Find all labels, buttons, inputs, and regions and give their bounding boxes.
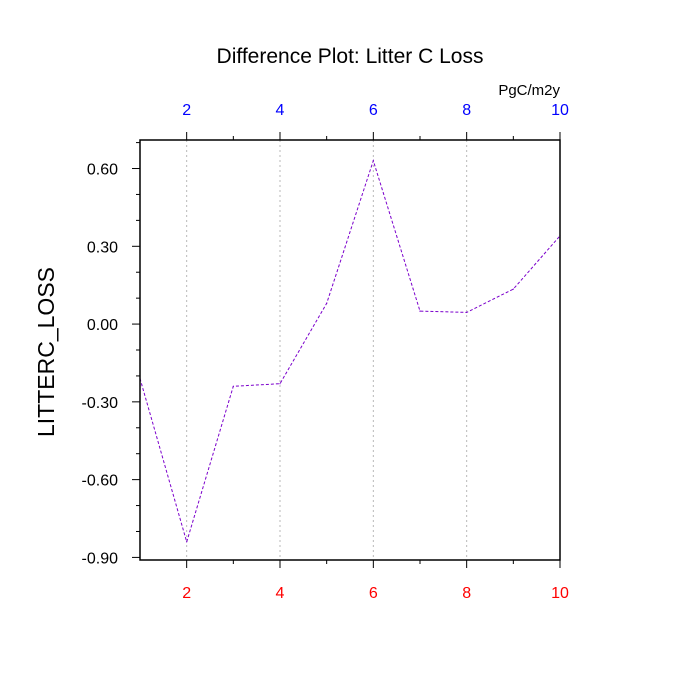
data-point [232,385,234,387]
x-tick-label-bottom: 6 [369,585,378,602]
y-tick-label: -0.90 [82,550,119,567]
series-layer [139,159,561,544]
x-tick-label-top: 6 [369,102,378,119]
data-point [186,541,188,543]
data-point [466,311,468,314]
x-tick-label-top: 8 [462,102,471,119]
x-tick-label-top: 2 [182,102,191,119]
units-label: PgC/m2y [498,82,560,99]
y-tick-label: -0.30 [82,395,119,412]
x-tick-label-bottom: 2 [182,585,191,602]
chart-title: Difference Plot: Litter C Loss [217,45,484,68]
data-point [419,310,421,312]
x-tick-label-bottom: 10 [551,585,569,602]
y-tick-label: 0.00 [87,317,118,334]
grid-lines [186,140,468,560]
x-tick-label-top: 4 [276,102,285,119]
y-axis-label: LITTERC_LOSS [33,267,59,437]
data-point [512,288,514,290]
y-tick-label: 0.60 [87,162,118,179]
x-tick-label-top: 10 [551,102,569,119]
plot-frame [139,139,561,561]
y-tick-label: 0.30 [87,239,118,256]
x-tick-label-bottom: 8 [462,585,471,602]
data-point [326,302,328,304]
axis-ticks [132,132,561,568]
data-point [372,160,374,162]
y-tick-label: -0.60 [82,473,119,490]
tick-labels: 2 2 4 4 6 6 8 8 10 10 0.60 0.30 0.00 -0.30 -0.60 -0.90 [82,102,569,602]
series-line [139,159,561,544]
data-point [279,383,281,385]
x-tick-label-bottom: 4 [276,585,285,602]
